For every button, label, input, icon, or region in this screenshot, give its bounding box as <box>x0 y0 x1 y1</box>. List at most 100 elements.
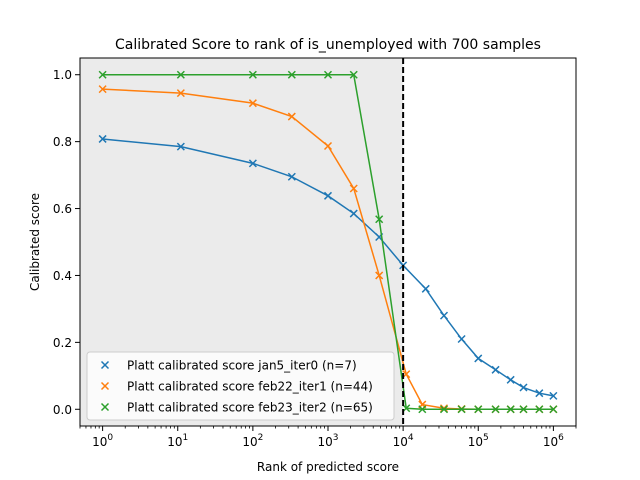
data-point <box>176 89 185 98</box>
chart-title: Calibrated Score to rank of is_unemploye… <box>115 37 541 53</box>
marker-stroke <box>323 191 333 200</box>
x-tick-label: 102 <box>242 433 263 449</box>
x-tick-label: 101 <box>167 433 188 449</box>
legend-label: Platt calibrated score feb23_iter2 (n=65… <box>127 401 373 415</box>
marker-stroke <box>323 141 333 151</box>
data-point <box>248 99 257 108</box>
data-point <box>349 70 358 79</box>
marker-stroke <box>248 159 257 168</box>
marker-stroke <box>176 89 185 98</box>
data-point <box>98 134 107 143</box>
data-point <box>519 405 528 414</box>
y-tick-label: 0.0 <box>53 403 72 417</box>
marker-stroke <box>474 405 483 414</box>
legend-label: Platt calibrated score feb22_iter1 (n=44… <box>127 380 373 394</box>
marker-stroke <box>375 215 384 224</box>
data-point <box>549 405 558 414</box>
x-tick-label: 106 <box>543 433 564 449</box>
data-point <box>287 70 296 79</box>
marker-stroke <box>474 354 483 363</box>
x-tick-label: 104 <box>393 433 414 449</box>
data-point <box>491 405 500 414</box>
marker-stroke <box>535 389 544 398</box>
data-point <box>349 209 358 218</box>
legend-box <box>86 351 395 421</box>
marker-stroke <box>287 70 296 79</box>
series-layer <box>98 70 558 414</box>
data-point <box>248 159 257 168</box>
data-point <box>323 191 333 200</box>
data-point <box>98 85 107 94</box>
data-point <box>287 172 296 181</box>
data-point <box>323 70 333 79</box>
marker-stroke <box>535 405 544 414</box>
marker-stroke <box>549 391 558 400</box>
legend-entry: Platt calibrated score feb23_iter2 (n=65… <box>100 401 373 415</box>
legend-label: Platt calibrated score jan5_iter0 (n=7) <box>127 359 357 373</box>
y-tick-label: 0.6 <box>53 202 72 216</box>
marker-stroke <box>491 365 500 374</box>
marker-stroke <box>248 70 257 79</box>
data-point <box>506 375 515 384</box>
data-point <box>323 141 333 151</box>
data-point <box>439 405 449 414</box>
marker-stroke <box>506 375 515 384</box>
data-point <box>519 383 528 392</box>
legend-entry: Platt calibrated score feb22_iter1 (n=44… <box>100 380 373 394</box>
marker-stroke <box>287 172 296 181</box>
data-point <box>535 389 544 398</box>
data-point <box>176 70 185 79</box>
legend-marker <box>100 381 110 391</box>
marker-stroke <box>418 405 427 414</box>
marker-stroke <box>349 70 358 79</box>
marker-stroke <box>519 383 528 392</box>
data-point <box>418 405 427 414</box>
marker-stroke <box>519 405 528 414</box>
marker-stroke <box>421 284 430 293</box>
x-tick-label: 105 <box>468 433 489 449</box>
y-axis-label: Calibrated score <box>28 193 42 291</box>
legend: Platt calibrated score jan5_iter0 (n=7) P… <box>86 351 395 421</box>
data-point <box>549 391 558 400</box>
marker-stroke <box>98 134 107 143</box>
data-point <box>439 311 449 320</box>
marker-stroke <box>248 99 257 108</box>
marker-stroke <box>98 70 107 79</box>
marker-stroke <box>491 405 500 414</box>
marker-stroke <box>287 112 296 121</box>
marker-stroke <box>439 311 449 320</box>
data-point <box>349 184 358 193</box>
data-point <box>375 215 384 224</box>
y-tick-label: 0.4 <box>53 269 72 283</box>
y-axis: 0.0 0.2 0.4 0.6 0.8 1.0 <box>53 68 80 417</box>
marker-stroke <box>549 405 558 414</box>
marker-stroke <box>349 184 358 193</box>
y-tick-label: 0.8 <box>53 135 72 149</box>
data-point <box>287 112 296 121</box>
data-point <box>491 365 500 374</box>
marker-stroke <box>375 271 384 280</box>
data-point <box>457 334 466 344</box>
legend-marker <box>100 360 110 370</box>
marker-stroke <box>323 70 333 79</box>
legend-entry: Platt calibrated score jan5_iter0 (n=7) <box>100 359 357 373</box>
x-tick-label: 100 <box>92 433 113 449</box>
data-point <box>176 142 185 151</box>
x-axis: 100 101 102 103 104 105 106 <box>79 426 577 449</box>
y-tick-label: 0.2 <box>53 336 72 350</box>
data-point <box>535 405 544 414</box>
data-point <box>248 70 257 79</box>
marker-stroke <box>98 85 107 94</box>
legend-marker <box>100 402 110 412</box>
data-point <box>98 70 107 79</box>
data-point <box>421 284 430 293</box>
x-tick-label: 103 <box>317 433 338 449</box>
data-point <box>506 405 515 414</box>
marker-stroke <box>457 334 466 344</box>
x-axis-label: Rank of predicted score <box>257 460 399 474</box>
data-point <box>457 405 466 414</box>
data-point <box>474 354 483 363</box>
y-tick-label: 1.0 <box>53 68 72 82</box>
marker-stroke <box>176 70 185 79</box>
